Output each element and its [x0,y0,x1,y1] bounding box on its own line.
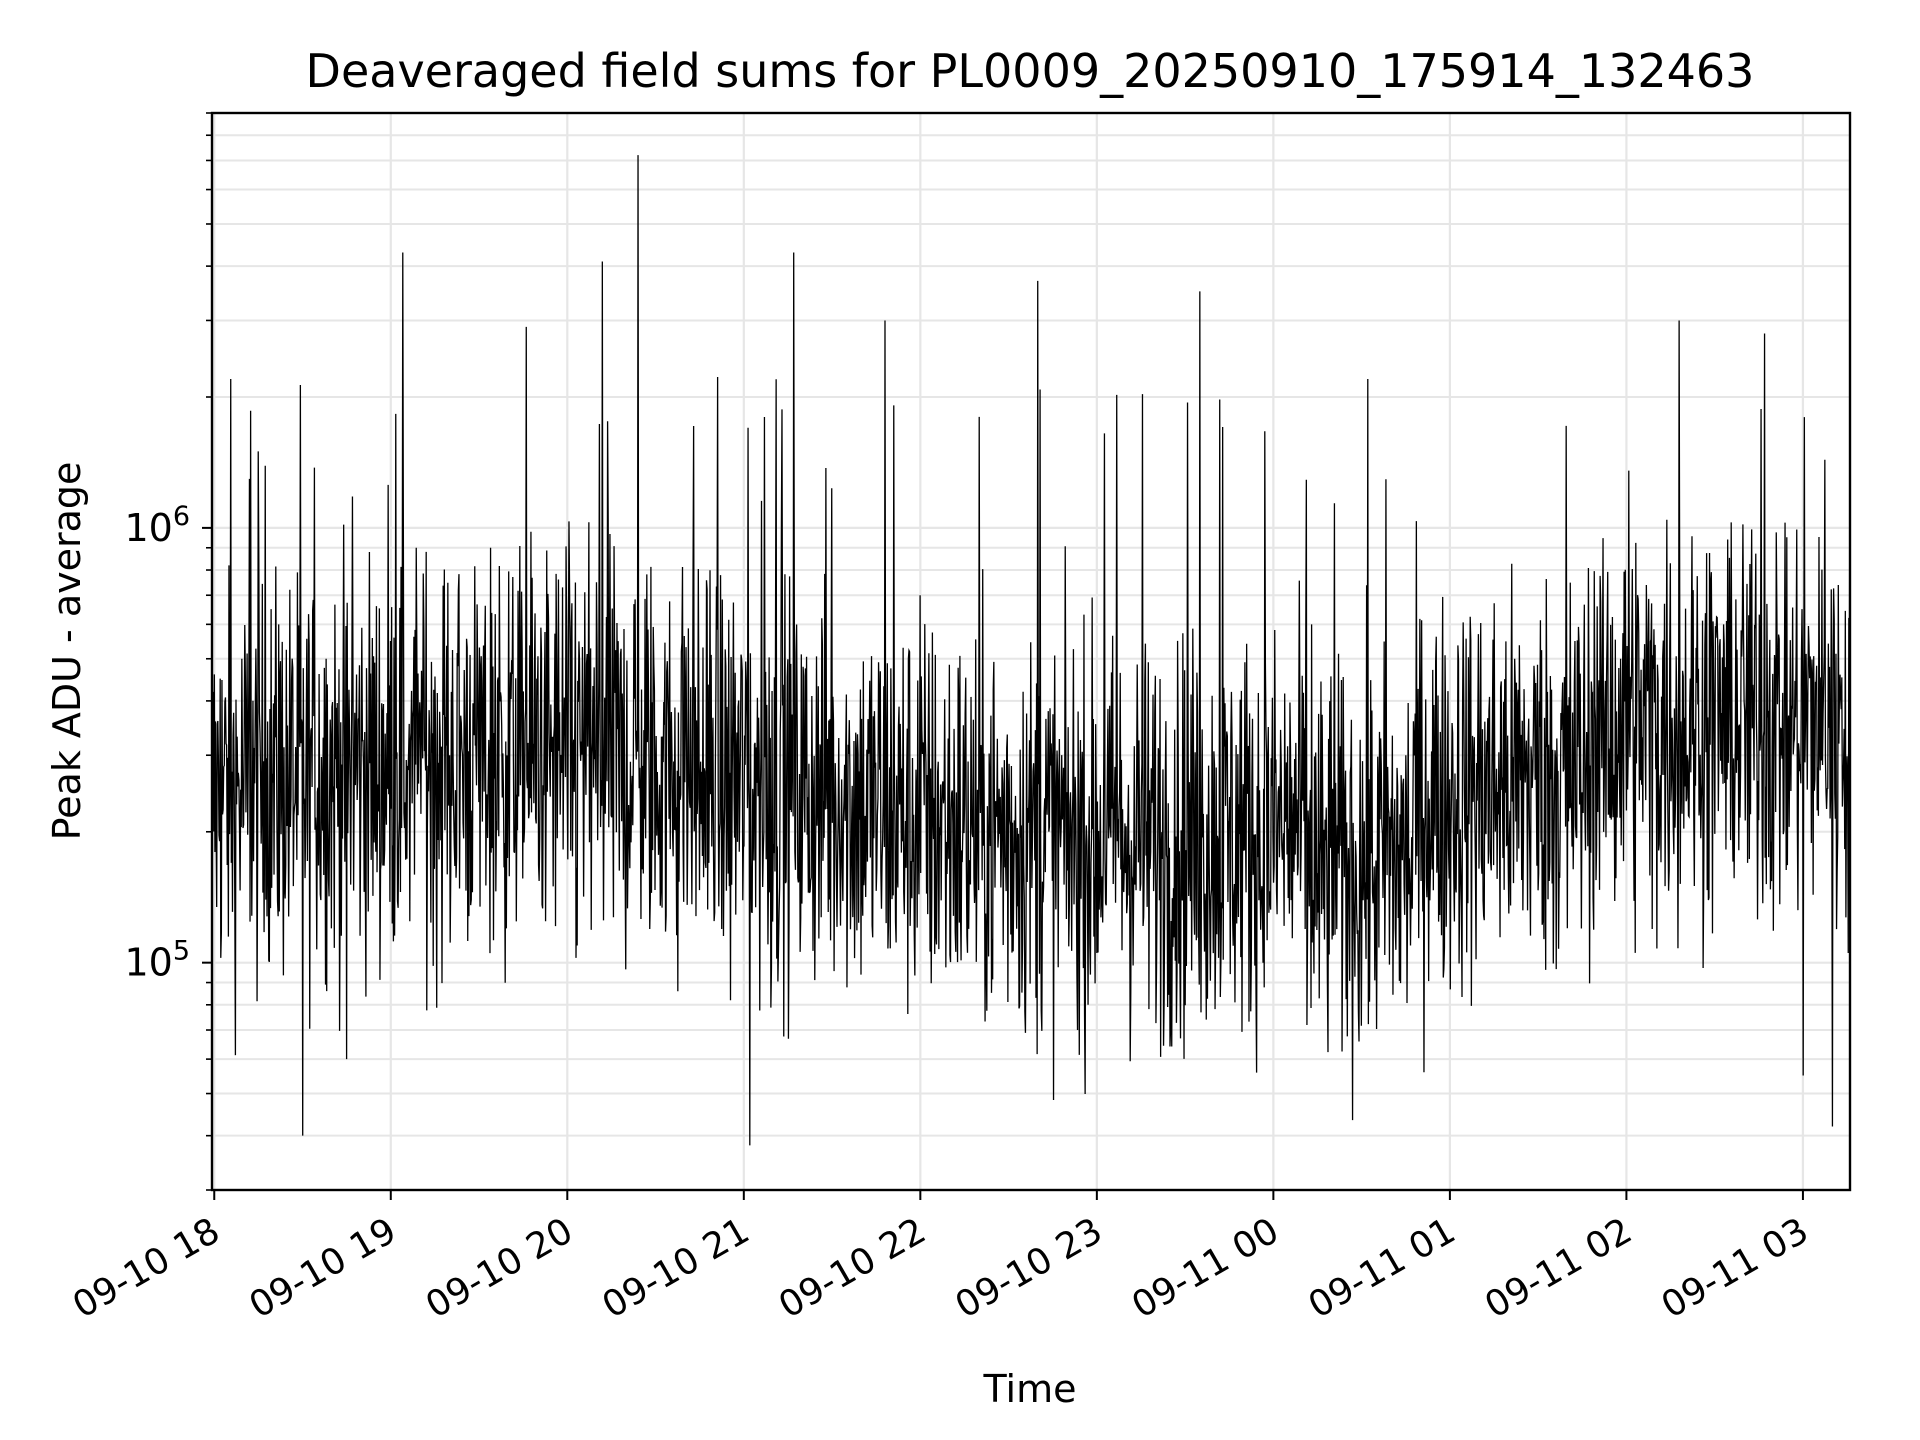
y-tick-exponent: 5 [173,936,190,967]
y-tick-base: 10 [124,506,172,550]
y-tick-exponent: 6 [173,501,190,532]
x-axis-label: Time [983,1367,1077,1411]
y-axis-label: Peak ADU - average [45,462,89,841]
series-line [211,155,1851,1146]
plot-frame [210,111,1852,1192]
y-tick-label: 106 [124,501,190,550]
y-tick-base: 10 [124,941,172,985]
y-tick-label: 105 [124,936,190,985]
line-layer [211,155,1851,1146]
chart-title: Deaveraged field sums for PL0009_2025091… [306,44,1755,98]
